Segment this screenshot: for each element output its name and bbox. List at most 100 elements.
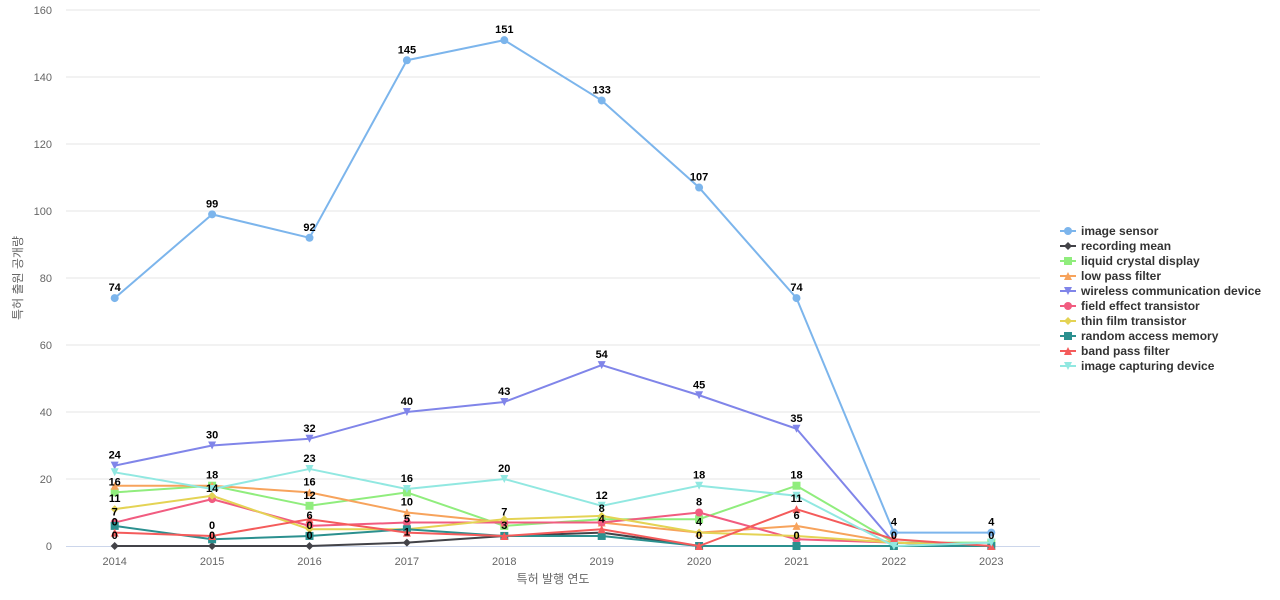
data-point <box>500 36 509 45</box>
data-label: 6 <box>793 510 799 522</box>
legend-symbol <box>1064 242 1072 250</box>
legend-item[interactable]: liquid crystal display <box>1060 254 1200 268</box>
data-point <box>889 542 898 550</box>
data-point <box>597 511 606 520</box>
data-point <box>792 542 801 550</box>
legend-label: low pass filter <box>1081 269 1161 283</box>
data-point <box>597 501 606 510</box>
legend-item[interactable]: band pass filter <box>1060 344 1170 358</box>
legend-symbol <box>1064 317 1072 325</box>
data-point <box>110 505 119 514</box>
data-point <box>110 542 119 550</box>
data-label: 35 <box>790 413 802 425</box>
legend-item[interactable]: wireless communication device <box>1060 284 1261 298</box>
legend-item[interactable]: image capturing device <box>1060 359 1215 373</box>
data-point <box>889 528 898 537</box>
y-tick-label: 120 <box>34 139 52 151</box>
data-point <box>110 521 119 530</box>
data-label: 40 <box>401 396 413 408</box>
data-label: 8 <box>696 497 702 509</box>
data-point <box>695 183 704 192</box>
grid-lines <box>66 9 1040 480</box>
x-tick-label: 2017 <box>395 556 419 568</box>
data-label: 74 <box>109 282 122 294</box>
data-point <box>695 515 704 524</box>
data-point <box>792 481 801 490</box>
legend-label: band pass filter <box>1081 344 1170 358</box>
data-point <box>208 491 217 500</box>
legend-symbol <box>1064 332 1072 340</box>
y-tick-label: 100 <box>34 206 52 218</box>
data-point <box>305 542 314 550</box>
x-tick-label: 2019 <box>589 556 613 568</box>
data-point <box>305 434 314 443</box>
data-label: 23 <box>303 453 315 465</box>
series-line <box>114 39 992 534</box>
data-point <box>792 531 801 540</box>
series-line <box>114 364 992 547</box>
x-axis-title: 특허 발행 연도 <box>517 571 590 586</box>
data-point <box>695 391 704 400</box>
data-point <box>305 515 314 524</box>
data-point <box>792 505 801 514</box>
data-point <box>792 424 801 433</box>
data-label: 0 <box>112 517 118 529</box>
data-point <box>110 461 119 470</box>
legend-label: random access memory <box>1081 329 1219 343</box>
data-label: 3 <box>501 520 507 532</box>
data-point <box>110 488 119 497</box>
data-label: 5 <box>404 513 410 525</box>
data-point <box>597 531 606 540</box>
legend-symbol <box>1064 347 1072 355</box>
data-point <box>792 294 801 303</box>
data-label: 16 <box>303 476 315 488</box>
data-label: 0 <box>891 530 897 542</box>
legend-item[interactable]: random access memory <box>1060 329 1219 343</box>
data-label: 0 <box>988 530 994 542</box>
data-label: 54 <box>596 349 609 361</box>
data-label: 16 <box>401 473 413 485</box>
data-point <box>500 515 509 524</box>
legend-item[interactable]: image sensor <box>1060 224 1159 238</box>
x-tick-label: 2023 <box>979 556 1003 568</box>
x-tick-label: 2018 <box>492 556 516 568</box>
legend-label: image sensor <box>1081 224 1159 238</box>
data-label: 0 <box>306 530 312 542</box>
series <box>110 491 996 550</box>
legend-symbol <box>1064 287 1072 295</box>
data-point <box>305 525 314 534</box>
data-label: 18 <box>206 470 218 482</box>
legend-symbol <box>1064 362 1072 370</box>
series-line <box>114 508 992 547</box>
legend-item[interactable]: recording mean <box>1060 239 1171 253</box>
legend-item[interactable]: field effect transistor <box>1060 299 1200 313</box>
data-label: 0 <box>209 520 215 532</box>
data-point <box>987 528 996 537</box>
legend-item[interactable]: low pass filter <box>1060 269 1161 283</box>
y-tick-label: 160 <box>34 5 52 17</box>
x-tick-label: 2021 <box>784 556 808 568</box>
data-label: 0 <box>306 520 312 532</box>
legend-label: recording mean <box>1081 239 1171 253</box>
data-label: 20 <box>498 463 510 475</box>
series-line <box>114 494 992 547</box>
y-tick-label: 40 <box>40 407 52 419</box>
data-label: 24 <box>109 450 122 462</box>
x-tick-label: 2020 <box>687 556 711 568</box>
data-label: 32 <box>303 423 315 435</box>
series <box>110 464 996 550</box>
data-label: 18 <box>693 470 705 482</box>
legend-item[interactable]: thin film transistor <box>1060 314 1187 328</box>
y-tick-label: 0 <box>46 541 52 553</box>
series <box>110 495 996 550</box>
legend-symbol <box>1064 257 1072 265</box>
data-label: 4 <box>988 517 995 529</box>
data-point <box>208 531 217 540</box>
data-label: 0 <box>696 530 702 542</box>
legend-symbol <box>1064 302 1072 310</box>
data-label: 43 <box>498 386 510 398</box>
data-label: 16 <box>109 476 121 488</box>
data-point <box>208 441 217 450</box>
